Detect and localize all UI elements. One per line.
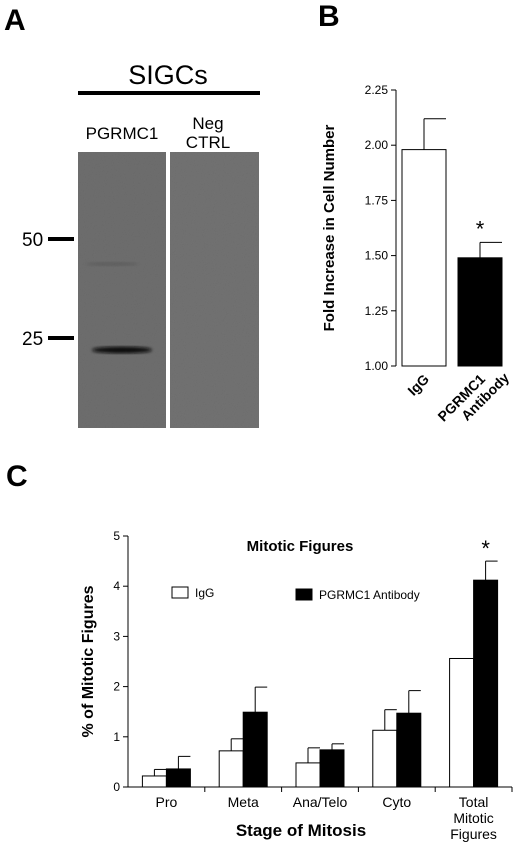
y-axis-label: Fold Increase in Cell Number: [321, 124, 338, 331]
lane-label-neg-line1: Neg: [192, 114, 223, 133]
x-tick-label-0-line-0: IgG: [404, 371, 432, 399]
y-tick-label-2: 1.50: [365, 249, 389, 263]
bar-1-0: [165, 768, 191, 788]
bar-0-1: [218, 750, 244, 788]
panel-c-letter: C: [6, 460, 28, 493]
chart-b-marks: 1.00 1.25 1.50 1.75 2.00 2.25 Fold Increase in…: [321, 83, 512, 436]
band-25kda: [92, 346, 152, 354]
x-tick-label-2-line-0: Ana/Telo: [293, 794, 348, 810]
y-tick-label-1: 1.25: [365, 304, 389, 318]
significance-mark-0: *: [476, 216, 485, 241]
lane-separator: [166, 152, 170, 428]
bar-1-2: [319, 749, 345, 788]
x-tick-label-1-line-0: Meta: [228, 794, 259, 810]
y-tick-label-1: 1: [113, 730, 120, 744]
x-tick-label-4-line-1: Mitotic: [453, 810, 493, 826]
bar-1-1: [242, 711, 268, 788]
bar-0-2: [295, 762, 321, 788]
y-tick-label-4: 4: [113, 579, 120, 593]
x-tick-label-3-line-0: Cyto: [382, 794, 411, 810]
bar-0-0: [141, 775, 167, 788]
chart-cell-number: 1.00 1.25 1.50 1.75 2.00 2.25 Fold Increase in…: [321, 83, 512, 436]
chart-title: Mitotic Figures: [247, 538, 354, 555]
y-tick-label-4: 2.00: [365, 138, 389, 152]
legend-swatch-1: [295, 588, 313, 601]
legend-label-1: PGRMC1 Antibody: [319, 588, 420, 602]
y-tick-label-3: 1.75: [365, 193, 389, 207]
x-tick-label-0-line-0: Pro: [156, 794, 178, 810]
panel-a-letter: A: [4, 4, 26, 37]
bar-0-3: [372, 729, 398, 788]
legend-label-0: IgG: [195, 586, 214, 600]
band-faint: [86, 262, 138, 266]
marker-50-label: 50: [22, 230, 43, 251]
x-tick-label-1: PGRMC1Antibody: [434, 358, 512, 436]
panel-b-letter: B: [318, 0, 340, 33]
y-axis-label: % of Mitotic Figures: [80, 585, 97, 737]
x-axis-label: Stage of Mitosis: [236, 821, 366, 840]
y-tick-label-3: 3: [113, 629, 120, 643]
y-tick-label-5: 2.25: [365, 83, 389, 97]
x-tick-label-4-line-0: Total: [459, 794, 489, 810]
marker-25-label: 25: [22, 329, 43, 350]
blot-lane-neg-ctrl: [170, 152, 259, 428]
chart-c-marks: 0 1 2 3 4 5 % of Mitotic Figures Mitotic Figure…: [80, 529, 513, 842]
lane-label-pgrmc1: PGRMC1: [86, 124, 159, 143]
panel-a-blot: SIGCs PGRMC1 Neg CTRL 50 25: [22, 60, 260, 428]
y-tick-label-0: 1.00: [365, 359, 389, 373]
lane-label-neg-line2: CTRL: [186, 133, 230, 152]
blot-header: SIGCs: [128, 60, 208, 90]
bar-1: [457, 257, 503, 367]
y-tick-label-2: 2: [113, 680, 120, 694]
y-tick-label-5: 5: [113, 529, 120, 543]
bar-0: [401, 149, 447, 367]
significance-mark-0: *: [481, 536, 490, 561]
y-tick-label-0: 0: [113, 780, 120, 794]
bar-1-4: [473, 579, 499, 788]
bar-0-4: [449, 657, 475, 788]
bar-1-3: [396, 712, 422, 788]
x-tick-label-0: IgG: [404, 371, 432, 399]
chart-mitotic-figures: 0 1 2 3 4 5 % of Mitotic Figures Mitotic Figure…: [80, 529, 513, 842]
legend-swatch-0: [171, 586, 189, 599]
blot-lane-pgrmc1: [78, 152, 166, 428]
x-tick-label-4-line-2: Figures: [450, 826, 497, 842]
